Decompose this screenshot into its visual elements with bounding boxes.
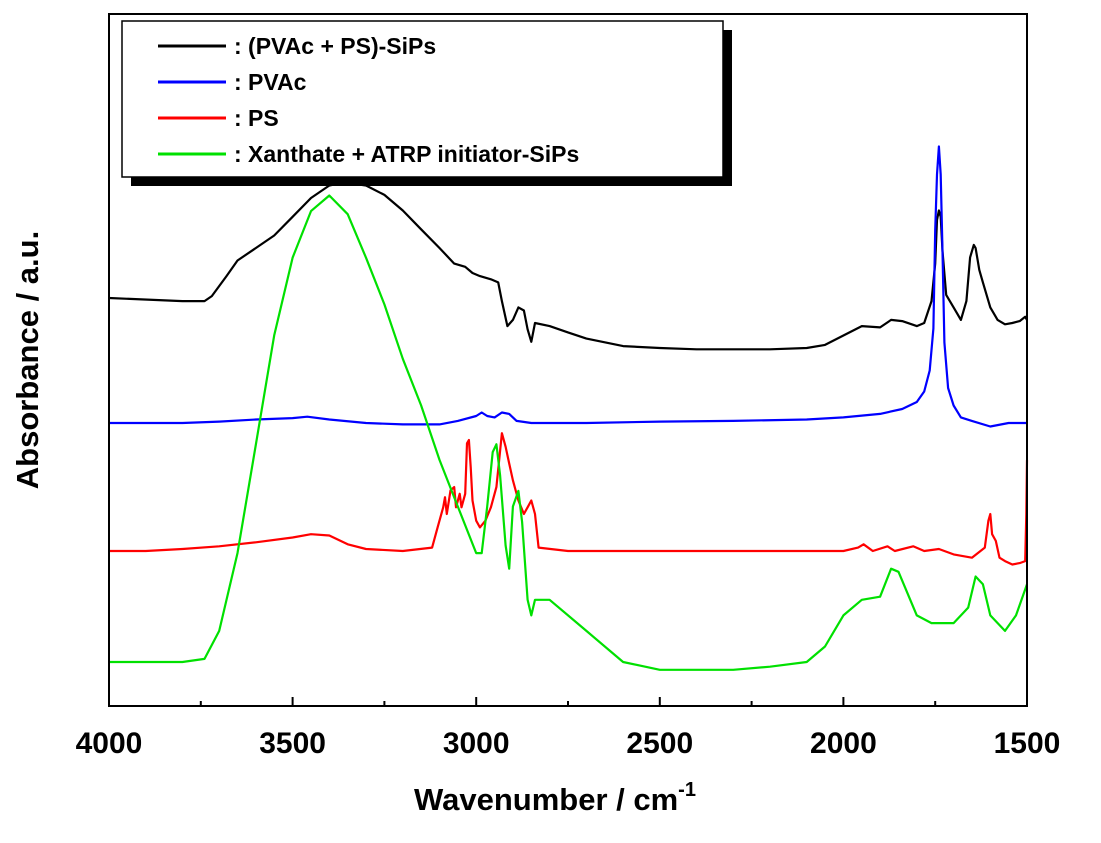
legend-label-2: : PVAc: [234, 69, 307, 95]
legend: : (PVAc + PS)-SiPs : PVAc : PS : Xanthate +…: [121, 20, 732, 186]
x-tick-label: 1500: [994, 727, 1061, 760]
x-tick-label: 2500: [626, 727, 693, 760]
svg-text:Wavenumber / cm-1: Wavenumber / cm-1: [414, 779, 696, 817]
legend-label-3: : PS: [234, 105, 279, 131]
x-tick-label: 3500: [259, 727, 326, 760]
series-line-3: [109, 432, 1029, 566]
x-axis-title-superscript: -1: [678, 779, 696, 801]
legend-label-4: : Xanthate + ATRP initiator-SiPs: [234, 141, 579, 167]
series-line-2: [109, 145, 1027, 428]
x-tick-label: 2000: [810, 727, 877, 760]
x-axis-title: Wavenumber / cm-1: [414, 779, 696, 817]
series-line-4: [109, 194, 1029, 671]
x-axis-title-text: Wavenumber / cm: [414, 782, 678, 817]
y-axis-title: Absorbance / a.u.: [10, 231, 45, 489]
x-tick-label: 4000: [76, 727, 143, 760]
x-tick-labels: 4000 3500 3000 2500 2000 1500: [76, 727, 1061, 760]
legend-label-1: : (PVAc + PS)-SiPs: [234, 33, 436, 59]
x-tick-label: 3000: [443, 727, 510, 760]
x-tick-marks: [108, 697, 1028, 706]
legend-entries: : (PVAc + PS)-SiPs : PVAc : PS : Xanthate +…: [158, 33, 579, 167]
